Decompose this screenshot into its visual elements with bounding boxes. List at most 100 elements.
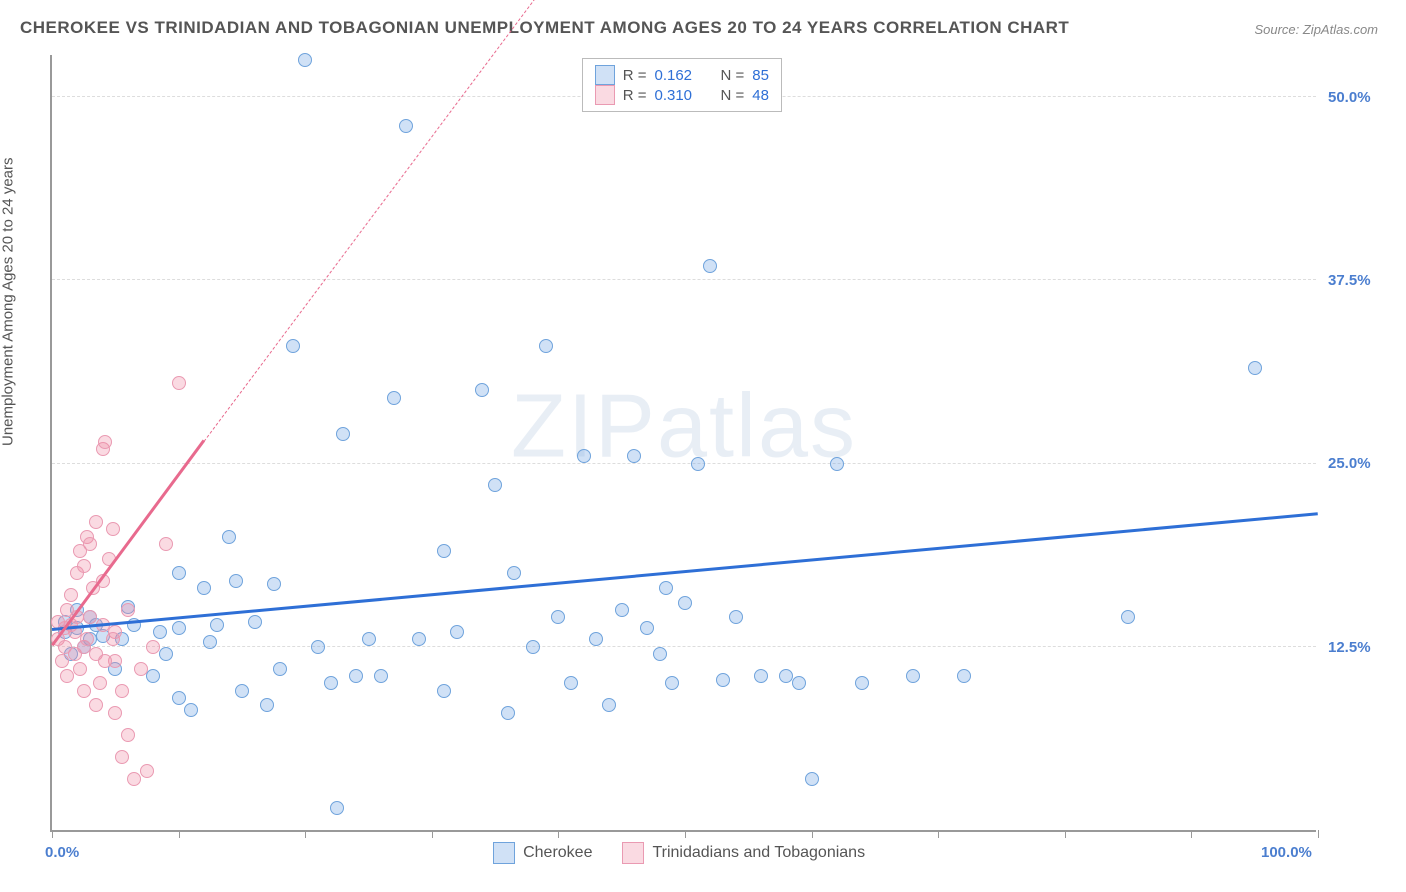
scatter-point xyxy=(754,669,768,683)
x-tick xyxy=(432,830,433,838)
scatter-point xyxy=(627,449,641,463)
scatter-point xyxy=(184,703,198,717)
legend-swatch xyxy=(595,85,615,105)
x-tick xyxy=(1191,830,1192,838)
scatter-point xyxy=(551,610,565,624)
scatter-point xyxy=(412,632,426,646)
legend-r-label: R = xyxy=(623,67,647,84)
scatter-point xyxy=(539,339,553,353)
scatter-point xyxy=(387,391,401,405)
y-tick-label: 12.5% xyxy=(1328,639,1371,656)
scatter-point xyxy=(146,640,160,654)
scatter-point xyxy=(330,801,344,815)
gridline xyxy=(52,279,1316,280)
scatter-point xyxy=(589,632,603,646)
scatter-point xyxy=(172,566,186,580)
scatter-point xyxy=(273,662,287,676)
scatter-point xyxy=(73,662,87,676)
scatter-point xyxy=(60,669,74,683)
scatter-point xyxy=(324,676,338,690)
scatter-point xyxy=(855,676,869,690)
scatter-point xyxy=(115,684,129,698)
scatter-point xyxy=(703,259,717,273)
scatter-point xyxy=(121,728,135,742)
scatter-point xyxy=(203,635,217,649)
scatter-point xyxy=(501,706,515,720)
scatter-point xyxy=(792,676,806,690)
scatter-point xyxy=(172,691,186,705)
scatter-point xyxy=(98,654,112,668)
scatter-point xyxy=(140,764,154,778)
scatter-point xyxy=(399,119,413,133)
scatter-point xyxy=(121,603,135,617)
scatter-point xyxy=(210,618,224,632)
scatter-point xyxy=(222,530,236,544)
scatter-point xyxy=(248,615,262,629)
legend-row: R = 0.162 N = 85 xyxy=(595,65,769,85)
scatter-point xyxy=(55,654,69,668)
legend-swatch xyxy=(595,65,615,85)
scatter-point xyxy=(115,750,129,764)
scatter-point xyxy=(564,676,578,690)
gridline xyxy=(52,646,1316,647)
scatter-point xyxy=(106,632,120,646)
x-tick xyxy=(1318,830,1319,838)
scatter-point xyxy=(267,577,281,591)
scatter-point xyxy=(450,625,464,639)
legend-r-label: R = xyxy=(623,87,647,104)
y-tick-label: 25.0% xyxy=(1328,455,1371,472)
scatter-point xyxy=(80,632,94,646)
series-legend: Cherokee Trinidadians and Tobagonians xyxy=(493,842,865,864)
legend-item: Cherokee xyxy=(493,842,592,864)
scatter-point xyxy=(678,596,692,610)
scatter-point xyxy=(64,588,78,602)
scatter-point xyxy=(1121,610,1135,624)
x-tick xyxy=(812,830,813,838)
legend-swatch xyxy=(622,842,644,864)
plot-area: ZIPatlas xyxy=(50,55,1316,832)
scatter-point xyxy=(83,537,97,551)
scatter-point xyxy=(153,625,167,639)
scatter-point xyxy=(159,647,173,661)
scatter-point xyxy=(146,669,160,683)
legend-r-value: 0.162 xyxy=(654,67,702,84)
scatter-point xyxy=(336,427,350,441)
legend-n-label: N = xyxy=(720,67,744,84)
scatter-point xyxy=(286,339,300,353)
scatter-point xyxy=(716,673,730,687)
scatter-point xyxy=(134,662,148,676)
scatter-point xyxy=(475,383,489,397)
chart-container: CHEROKEE VS TRINIDADIAN AND TOBAGONIAN U… xyxy=(0,0,1406,892)
scatter-point xyxy=(615,603,629,617)
x-tick xyxy=(1065,830,1066,838)
scatter-point xyxy=(159,537,173,551)
legend-label: Cherokee xyxy=(523,844,592,862)
scatter-point xyxy=(577,449,591,463)
legend-row: R =0.310N =48 xyxy=(595,85,769,105)
x-tick xyxy=(305,830,306,838)
x-tick xyxy=(52,830,53,838)
legend-n-label: N = xyxy=(720,87,744,104)
scatter-point xyxy=(89,515,103,529)
legend-item: Trinidadians and Tobagonians xyxy=(622,842,865,864)
x-tick-label: 100.0% xyxy=(1261,844,1312,861)
scatter-point xyxy=(197,581,211,595)
scatter-point xyxy=(830,457,844,471)
scatter-point xyxy=(659,581,673,595)
regression-line xyxy=(204,0,572,441)
x-tick xyxy=(558,830,559,838)
scatter-point xyxy=(1248,361,1262,375)
y-axis-label: Unemployment Among Ages 20 to 24 years xyxy=(0,157,17,446)
y-tick-label: 50.0% xyxy=(1328,89,1371,106)
scatter-point xyxy=(298,53,312,67)
scatter-point xyxy=(653,647,667,661)
legend-label: Trinidadians and Tobagonians xyxy=(652,844,865,862)
legend-r-value: 0.310 xyxy=(654,87,702,104)
scatter-point xyxy=(89,698,103,712)
scatter-point xyxy=(691,457,705,471)
scatter-point xyxy=(260,698,274,712)
chart-title: CHEROKEE VS TRINIDADIAN AND TOBAGONIAN U… xyxy=(20,18,1069,38)
scatter-point xyxy=(665,676,679,690)
legend-n-value: 85 xyxy=(752,67,769,84)
y-tick-label: 37.5% xyxy=(1328,272,1371,289)
